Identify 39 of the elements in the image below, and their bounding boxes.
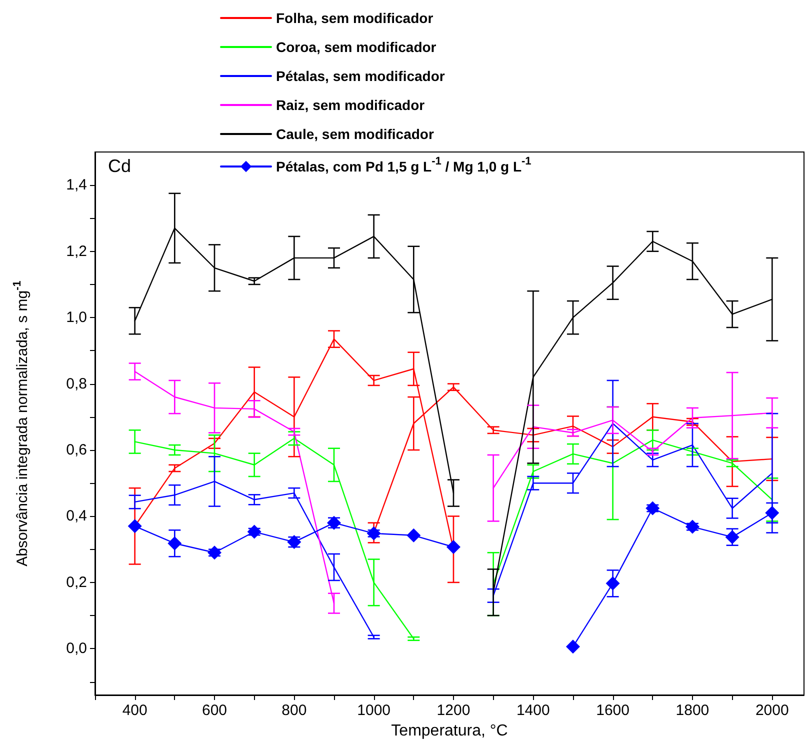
point <box>566 640 580 654</box>
annotation: Cd <box>108 156 132 176</box>
y-axis-title: Absorvância integrada normalizada, s mg-1 <box>12 280 31 566</box>
point <box>287 535 302 550</box>
point <box>207 546 222 560</box>
point <box>765 506 780 520</box>
y-tick-label: 0,4 <box>66 508 87 525</box>
y-tick-label: 0,0 <box>66 640 87 658</box>
x-tick-label: 800 <box>282 702 307 719</box>
point <box>247 524 262 539</box>
legend-label: Coroa, sem modificador <box>276 39 437 55</box>
point <box>446 540 460 554</box>
y-tick-label: 0,8 <box>66 375 87 392</box>
point <box>406 528 421 542</box>
x-tick-label: 2000 <box>755 702 789 719</box>
x-axis-title: Temperatura, °C <box>391 722 508 740</box>
y-tick-label: 1,4 <box>66 176 87 194</box>
legend-label: Folha, sem modificador <box>276 10 434 26</box>
point <box>685 520 700 534</box>
y-tick-label: 1,0 <box>66 309 87 326</box>
x-tick-label: 600 <box>202 702 228 719</box>
point <box>606 576 620 590</box>
point <box>366 526 381 540</box>
point <box>168 536 182 550</box>
x-tick-label: 1600 <box>596 702 630 719</box>
legend-label: Pétalas, sem modificador <box>276 68 446 84</box>
y-tick-label: 0,2 <box>66 574 87 591</box>
legend-label: Raiz, sem modificador <box>276 97 426 113</box>
legend-label: Caule, sem modificador <box>276 126 434 142</box>
point <box>646 501 660 516</box>
y-tick-label: 0,6 <box>66 441 87 458</box>
x-tick-label: 1800 <box>676 702 710 719</box>
x-tick-label: 400 <box>122 702 148 719</box>
point <box>326 516 341 530</box>
y-tick-label: 1,2 <box>66 242 87 260</box>
x-tick-label: 1200 <box>436 702 470 719</box>
x-tick-label: 1000 <box>357 702 391 719</box>
point <box>128 519 142 534</box>
x-tick-label: 1400 <box>516 702 550 719</box>
